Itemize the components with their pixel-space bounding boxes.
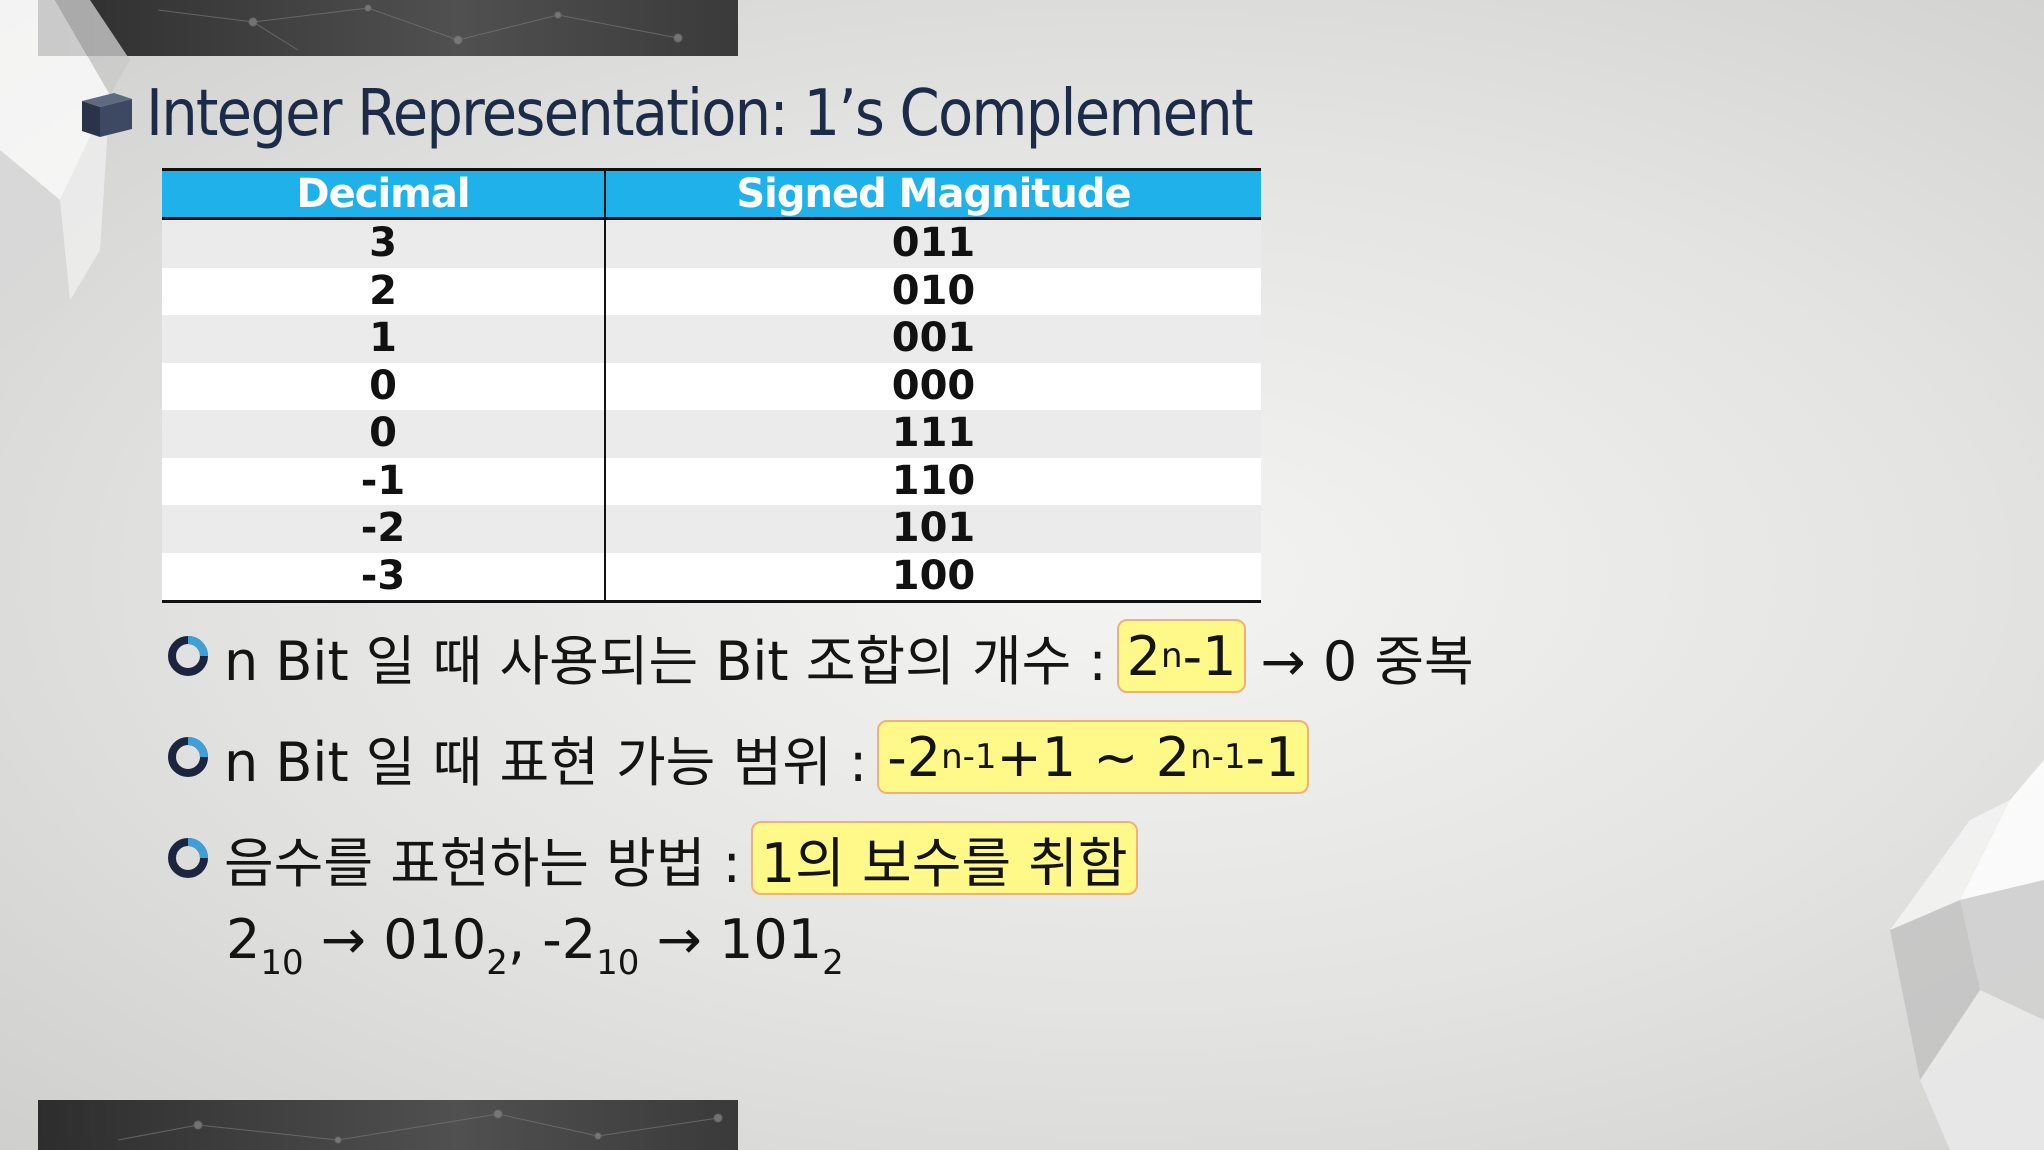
hl-tail: -1 <box>1182 624 1237 688</box>
table-row: 2 010 <box>162 267 1261 315</box>
table-row: -1 110 <box>162 457 1261 505</box>
hl-base: 2 <box>1126 624 1162 688</box>
arrow-icon: → <box>320 908 367 971</box>
arrow-icon: → <box>656 908 702 971</box>
binary-cell: 100 <box>605 552 1261 603</box>
example-b: 010 <box>383 908 487 971</box>
network-pattern-icon <box>157 4 683 51</box>
table-row: 0 111 <box>162 410 1261 458</box>
decimal-cell: 2 <box>162 267 606 315</box>
bullet2-highlight: -2 n-1 +1 ~ 2 n-1 -1 <box>877 720 1310 794</box>
decimal-cell: 3 <box>162 218 606 268</box>
bullet3-highlight: 1의 보수를 취함 <box>750 821 1138 895</box>
decimal-cell: -1 <box>162 457 606 505</box>
bullet-bit-combinations: n Bit 일 때 사용되는 Bit 조합의 개수 : 2 n -1 → 0 중복 <box>168 618 1474 694</box>
example-line: 210 → 0102, -210 → 1012 <box>226 908 844 980</box>
bullet-range: n Bit 일 때 표현 가능 범위 : -2 n-1 +1 ~ 2 n-1 -1 <box>168 719 1310 795</box>
table-row: 3 011 <box>162 218 1261 268</box>
polygon-decor-left-icon <box>0 0 130 350</box>
range-min: -2 <box>887 725 942 789</box>
top-decor-bar <box>38 0 738 56</box>
binary-cell: 101 <box>605 505 1261 553</box>
example-d-base: 2 <box>822 943 844 983</box>
ring-bullet-icon <box>168 737 208 777</box>
cube-icon <box>82 93 132 137</box>
example-a-base: 10 <box>260 943 304 983</box>
example-separator: , <box>507 908 526 971</box>
page-title: Integer Representation: 1’s Complement <box>146 77 1254 151</box>
bullet3-text: 음수를 표현하는 방법 : <box>224 831 741 895</box>
title-area: Integer Representation: 1’s Complement <box>78 77 1375 151</box>
example-b-base: 2 <box>486 943 508 983</box>
decimal-cell: -2 <box>162 505 606 553</box>
bottom-decor-bar <box>38 1100 738 1150</box>
header-decimal: Decimal <box>162 168 606 220</box>
decimal-cell: -3 <box>162 552 606 603</box>
example-c-base: 10 <box>596 943 640 983</box>
table-row: -2 101 <box>162 505 1261 553</box>
table-row: 1 001 <box>162 315 1261 363</box>
decimal-cell: 0 <box>162 410 606 458</box>
bullet1-text: n Bit 일 때 사용되는 Bit 조합의 개수 : <box>224 629 1107 693</box>
ring-bullet-icon <box>168 838 208 878</box>
decimal-cell: 1 <box>162 315 606 363</box>
bullet1-suffix: → 0 중복 <box>1260 629 1474 693</box>
binary-cell: 010 <box>605 267 1261 315</box>
binary-cell: 110 <box>605 457 1261 505</box>
example-c: -2 <box>542 908 597 971</box>
example-d: 101 <box>718 908 823 971</box>
polygon-decor-right-icon <box>1890 760 2044 1150</box>
bullet2-text: n Bit 일 때 표현 가능 범위 : <box>224 730 868 794</box>
header-signed-magnitude: Signed Magnitude <box>605 168 1261 220</box>
ring-bullet-icon <box>168 636 208 676</box>
decimal-cell: 0 <box>162 362 606 410</box>
table-header-row: Decimal Signed Magnitude <box>162 168 1261 220</box>
range-tail: -1 <box>1245 725 1300 789</box>
binary-cell: 001 <box>605 315 1261 363</box>
range-mid: +1 ~ 2 <box>996 725 1191 789</box>
bullet-negative-method: 음수를 표현하는 방법 : 1의 보수를 취함 <box>168 820 1138 896</box>
network-pattern-icon <box>117 1109 723 1144</box>
binary-cell: 111 <box>605 410 1261 458</box>
bullet1-highlight: 2 n -1 <box>1116 619 1247 693</box>
table-row: -3 100 <box>162 552 1261 603</box>
binary-cell: 000 <box>605 362 1261 410</box>
table-row: 0 000 <box>162 362 1261 410</box>
complement-table: Decimal Signed Magnitude 3 011 2 010 1 001 … <box>162 168 1261 603</box>
example-a: 2 <box>226 908 261 971</box>
binary-cell: 011 <box>605 218 1261 268</box>
